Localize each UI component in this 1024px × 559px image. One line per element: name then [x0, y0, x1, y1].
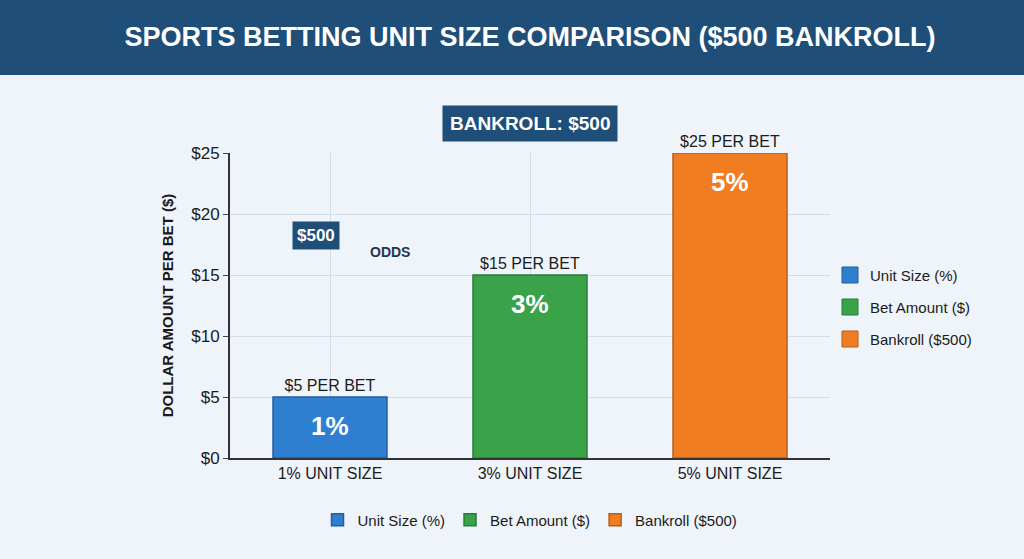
- svg-text:Bankroll ($500): Bankroll ($500): [635, 512, 737, 529]
- svg-text:Bet Amount ($): Bet Amount ($): [870, 299, 970, 316]
- svg-text:$0: $0: [201, 449, 220, 468]
- svg-text:Bankroll ($500): Bankroll ($500): [870, 331, 972, 348]
- svg-text:$15: $15: [191, 266, 219, 285]
- svg-text:1% UNIT SIZE: 1% UNIT SIZE: [278, 465, 383, 482]
- svg-text:$500: $500: [297, 226, 335, 245]
- svg-text:Unit Size (%): Unit Size (%): [358, 512, 446, 529]
- svg-text:$5 PER BET: $5 PER BET: [285, 377, 376, 394]
- svg-text:$25 PER BET: $25 PER BET: [680, 133, 780, 150]
- svg-text:DOLLAR AMOUNT PER BET ($): DOLLAR AMOUNT PER BET ($): [159, 194, 176, 418]
- svg-text:Unit Size (%): Unit Size (%): [870, 267, 958, 284]
- svg-text:Bet Amount ($): Bet Amount ($): [490, 512, 590, 529]
- svg-text:SPORTS BETTING UNIT SIZE COMPA: SPORTS BETTING UNIT SIZE COMPARISON ($50…: [124, 22, 935, 52]
- svg-text:$10: $10: [191, 327, 219, 346]
- svg-text:BANKROLL: $500: BANKROLL: $500: [450, 113, 610, 134]
- svg-text:$15 PER BET: $15 PER BET: [480, 255, 580, 272]
- svg-text:1%: 1%: [311, 411, 349, 441]
- svg-text:$5: $5: [201, 388, 220, 407]
- svg-text:ODDS: ODDS: [370, 244, 410, 260]
- svg-text:3% UNIT SIZE: 3% UNIT SIZE: [478, 465, 583, 482]
- svg-text:5%: 5%: [711, 167, 749, 197]
- svg-text:3%: 3%: [511, 289, 549, 319]
- svg-text:5% UNIT SIZE: 5% UNIT SIZE: [678, 465, 783, 482]
- svg-text:$20: $20: [191, 205, 219, 224]
- svg-text:$25: $25: [191, 144, 219, 163]
